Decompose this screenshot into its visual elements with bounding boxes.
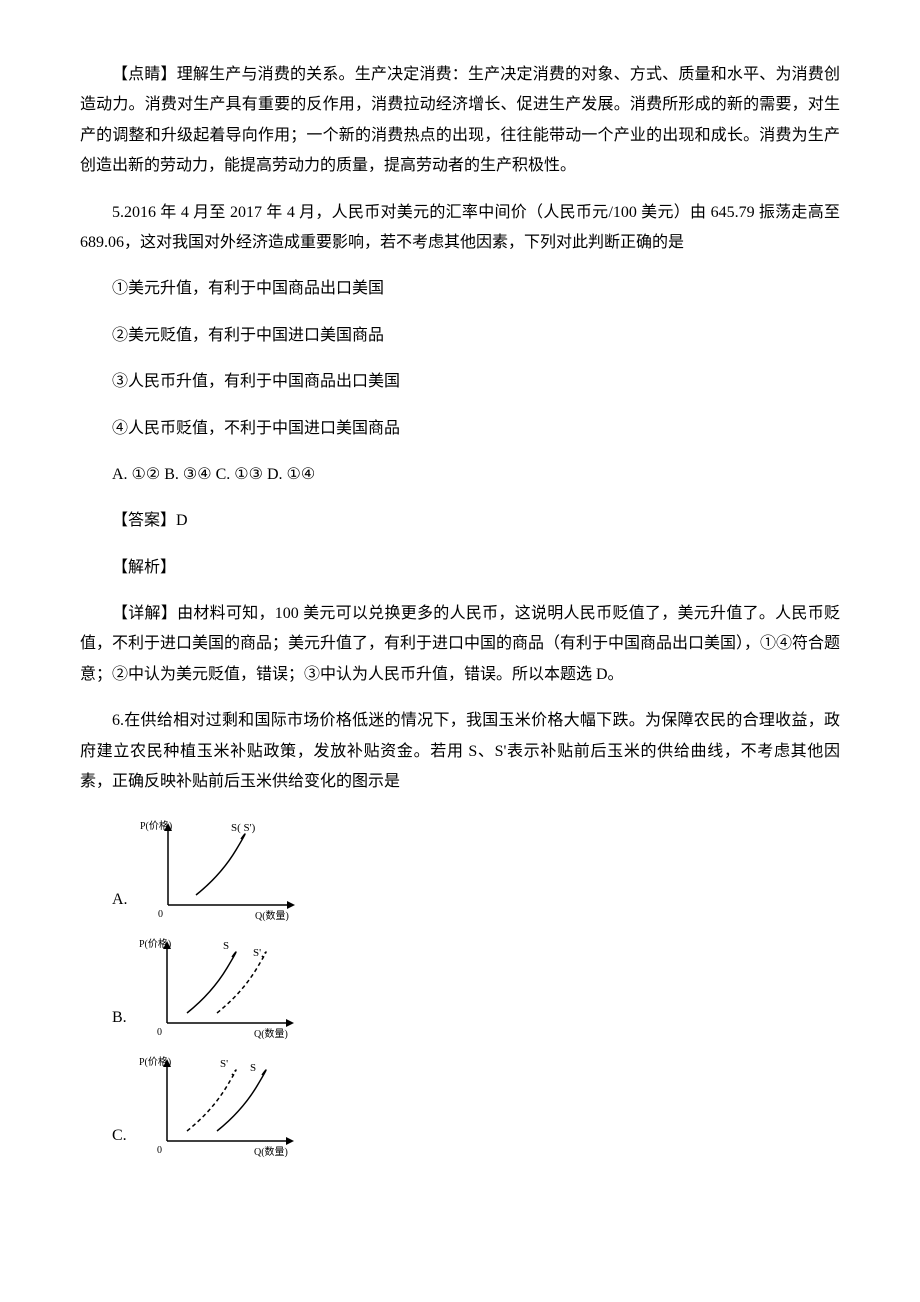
q4-point-analysis: 【点睛】理解生产与消费的关系。生产决定消费：生产决定消费的对象、方式、质量和水平… bbox=[80, 60, 840, 182]
q5-detail: 【详解】由材料可知，100 美元可以兑换更多的人民币，这说明人民币贬值了，美元升… bbox=[80, 599, 840, 690]
svg-text:S': S' bbox=[220, 1058, 228, 1070]
chart-option-c: C. P(价格) Q(数量) 0 S' S bbox=[112, 1049, 840, 1159]
q5-stem: 5.2016 年 4 月至 2017 年 4 月，人民币对美元的汇率中间价（人民… bbox=[80, 198, 840, 259]
supply-curve-chart: P(价格) Q(数量) 0 S' S bbox=[135, 1049, 300, 1159]
chart-label: B. bbox=[112, 1003, 127, 1041]
svg-text:P(价格): P(价格) bbox=[139, 937, 171, 950]
svg-text:Q(数量): Q(数量) bbox=[255, 909, 289, 922]
q6-stem: 6.在供给相对过剩和国际市场价格低迷的情况下，我国玉米价格大幅下跌。为保障农民的… bbox=[80, 706, 840, 797]
svg-text:0: 0 bbox=[158, 909, 163, 920]
chart-label: A. bbox=[112, 885, 128, 923]
chart-option-a: A. P(价格) Q(数量) 0 S( S') bbox=[112, 813, 840, 923]
q5-opt2: ②美元贬值，有利于中国进口美国商品 bbox=[80, 321, 840, 351]
svg-text:Q(数量): Q(数量) bbox=[254, 1027, 288, 1040]
q5-opt4: ④人民币贬值，不利于中国进口美国商品 bbox=[80, 414, 840, 444]
svg-text:0: 0 bbox=[157, 1145, 162, 1156]
svg-text:S( S'): S( S') bbox=[231, 822, 256, 834]
supply-curve-chart: P(价格) Q(数量) 0 S( S') bbox=[136, 813, 301, 923]
svg-text:Q(数量): Q(数量) bbox=[254, 1145, 288, 1158]
svg-text:0: 0 bbox=[157, 1027, 162, 1038]
q5-answer: 【答案】D bbox=[80, 506, 840, 536]
q5-choices: A. ①② B. ③④ C. ①③ D. ①④ bbox=[80, 460, 840, 490]
q5-opt3: ③人民币升值，有利于中国商品出口美国 bbox=[80, 367, 840, 397]
chart-label: C. bbox=[112, 1121, 127, 1159]
svg-text:P(价格): P(价格) bbox=[140, 819, 172, 832]
svg-text:S: S bbox=[223, 940, 229, 952]
chart-option-b: B. P(价格) Q(数量) 0 S S' bbox=[112, 931, 840, 1041]
svg-text:S': S' bbox=[253, 947, 261, 959]
supply-curve-chart: P(价格) Q(数量) 0 S S' bbox=[135, 931, 300, 1041]
q5-analysis-label: 【解析】 bbox=[80, 553, 840, 583]
q6-charts-container: A.P(价格)Q(数量)0S( S')B.P(价格)Q(数量)0SS'C.P(价… bbox=[80, 813, 840, 1159]
svg-text:S: S bbox=[250, 1062, 256, 1074]
svg-text:P(价格): P(价格) bbox=[139, 1055, 171, 1068]
q5-opt1: ①美元升值，有利于中国商品出口美国 bbox=[80, 274, 840, 304]
